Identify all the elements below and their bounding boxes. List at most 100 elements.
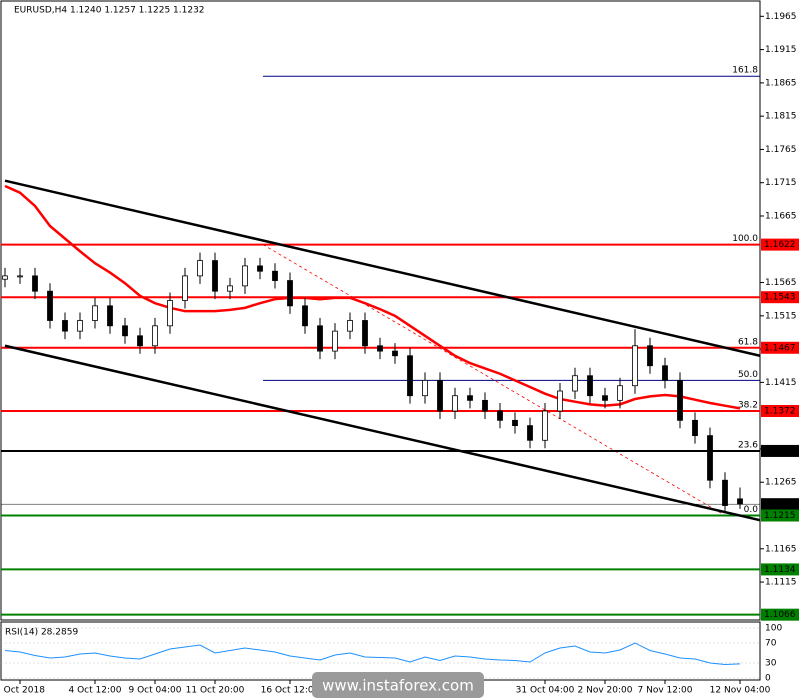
candle-body: [512, 419, 518, 427]
level-label: 1.1372: [764, 407, 796, 417]
candle-body: [587, 375, 593, 397]
candle-body: [227, 285, 233, 292]
candle-body: [242, 265, 248, 287]
candle-body: [737, 498, 743, 505]
candle-body: [407, 355, 413, 397]
candle-body: [527, 425, 533, 441]
level-box: [761, 291, 799, 304]
candle-body: [647, 345, 653, 367]
candle-body: [422, 379, 428, 397]
level-box: [761, 498, 799, 511]
fib-label: 61.8: [738, 337, 758, 347]
candle-body: [317, 325, 323, 352]
candle-body: [167, 300, 173, 327]
candle-body: [197, 260, 203, 277]
y-tick-label: 1.1715: [765, 178, 797, 188]
y-tick-label: 1.1665: [765, 211, 797, 221]
watermark-box: [312, 672, 484, 698]
rsi-tick-label: 0: [765, 674, 771, 684]
rsi-tick-label: 100: [765, 624, 782, 634]
candle-body: [572, 375, 578, 392]
level-label: 1.1312: [764, 446, 796, 456]
candle-body: [602, 395, 608, 401]
y-tick-label: 1.1865: [765, 78, 797, 88]
candle-body: [47, 290, 53, 321]
candle-body: [212, 260, 218, 292]
channel-line: [4, 344, 761, 522]
fib-label: 100.0: [732, 234, 758, 244]
level-box: [761, 444, 799, 457]
y-tick-label: 1.1415: [765, 378, 797, 388]
level-label: 1.1543: [764, 293, 796, 303]
rsi-tick-label: 70: [765, 639, 777, 649]
y-tick-label: 1.1265: [765, 478, 797, 488]
x-tick-label: 1 Oct 2018: [0, 686, 45, 696]
candle-body: [467, 395, 473, 401]
fib-label: 38.2: [738, 401, 758, 411]
candle-body: [347, 320, 353, 332]
candle-body: [17, 275, 23, 278]
candle-body: [482, 399, 488, 412]
candle-body: [542, 410, 548, 441]
x-tick-label: 9 Oct 04:00: [129, 686, 182, 696]
candle-body: [332, 330, 338, 352]
y-tick-label: 1.1115: [765, 578, 797, 588]
plot-frame: [0, 0, 761, 621]
y-tick-label: 1.1815: [765, 112, 797, 122]
level-box: [761, 341, 799, 354]
level-label: 1.1232: [764, 500, 796, 510]
rsi-line: [4, 642, 741, 666]
candle-body: [722, 479, 728, 506]
candle-body: [497, 410, 503, 421]
level-label: 1.1066: [764, 610, 796, 620]
candle-body: [377, 345, 383, 352]
channel-line: [4, 179, 761, 357]
candle-body: [662, 365, 668, 381]
level-label: 1.1467: [764, 343, 796, 353]
candle-body: [617, 385, 623, 401]
y-tick-label: 1.1565: [765, 278, 797, 288]
candle-body: [62, 320, 68, 332]
candle-body: [122, 325, 128, 337]
candle-body: [287, 280, 293, 307]
x-tick-label: 4 Oct 12:00: [69, 686, 122, 696]
moving-average: [4, 184, 741, 410]
candle-body: [137, 335, 143, 347]
candle-body: [392, 350, 398, 357]
candle-body: [692, 419, 698, 437]
candle-body: [302, 305, 308, 327]
candle-body: [632, 345, 638, 387]
fib-label: 50.0: [738, 370, 758, 380]
candle-body: [437, 379, 443, 412]
level-box: [761, 405, 799, 418]
candle-body: [92, 305, 98, 321]
candle-body: [32, 275, 38, 292]
candle-body: [452, 395, 458, 412]
fib-anchor: [262, 244, 726, 516]
candle-body: [362, 320, 368, 347]
candle-body: [107, 305, 113, 327]
y-tick-label: 1.1165: [765, 544, 797, 554]
candle-body: [2, 275, 8, 280]
rsi-tick-label: 30: [765, 659, 777, 669]
x-tick-label: 11 Oct 20:00: [186, 686, 245, 696]
candle-body: [707, 435, 713, 481]
level-box: [761, 509, 799, 522]
level-box: [761, 608, 799, 621]
x-tick-label: 2 Nov 20:00: [578, 686, 633, 696]
candle-body: [557, 390, 563, 412]
fib-label: 161.8: [732, 66, 758, 76]
y-tick-label: 1.1915: [765, 45, 797, 55]
watermark: www.instaforex.com: [322, 677, 474, 695]
y-tick-label: 1.1965: [765, 12, 797, 22]
level-box: [761, 238, 799, 251]
chart-header: EURUSD,H4 1.1240 1.1257 1.1225 1.1232: [14, 6, 205, 16]
x-tick-label: 12 Nov 04:00: [710, 686, 771, 696]
candle-body: [272, 270, 278, 281]
y-tick-label: 1.1765: [765, 145, 797, 155]
level-label: 1.1622: [764, 240, 796, 250]
candle-body: [257, 265, 263, 272]
level-box: [761, 563, 799, 576]
